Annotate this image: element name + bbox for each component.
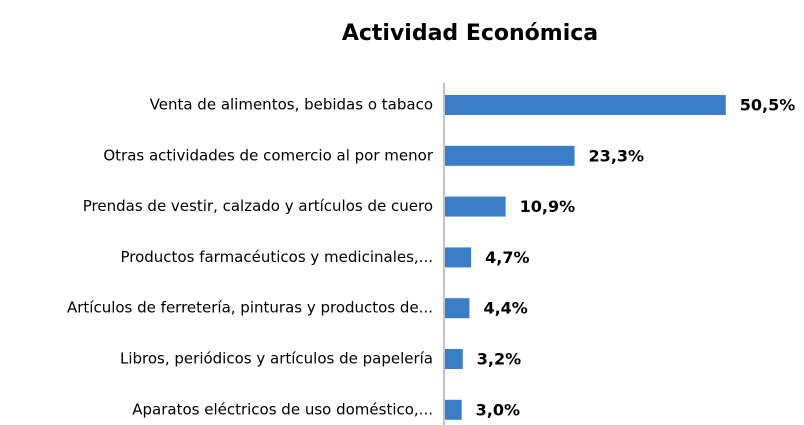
category-label: Otras actividades de comercio al por men… xyxy=(103,146,433,164)
category-label: Libros, periódicos y artículos de papele… xyxy=(120,350,433,368)
bar xyxy=(445,145,575,166)
value-label: 3,0% xyxy=(476,400,520,419)
bar xyxy=(445,298,470,319)
category-label: Aparatos eléctricos de uso doméstico,... xyxy=(132,400,433,418)
value-label: 4,4% xyxy=(483,299,527,318)
category-label: Prendas de vestir, calzado y artículos d… xyxy=(83,197,433,215)
value-label: 23,3% xyxy=(589,146,645,165)
bar xyxy=(445,349,463,369)
bar xyxy=(445,399,462,420)
bar xyxy=(445,196,506,217)
category-label: Venta de alimentos, bebidas o tabaco xyxy=(150,96,433,114)
chart-title: Actividad Económica xyxy=(342,21,598,46)
bar xyxy=(445,95,726,115)
value-label: 4,7% xyxy=(485,248,529,267)
value-label: 3,2% xyxy=(477,350,521,369)
value-label: 50,5% xyxy=(740,96,796,115)
bar xyxy=(445,247,472,268)
category-label: Productos farmacéuticos y medicinales,..… xyxy=(120,248,433,266)
category-label: Artículos de ferretería, pinturas y prod… xyxy=(67,299,433,317)
value-label: 10,9% xyxy=(520,197,576,216)
